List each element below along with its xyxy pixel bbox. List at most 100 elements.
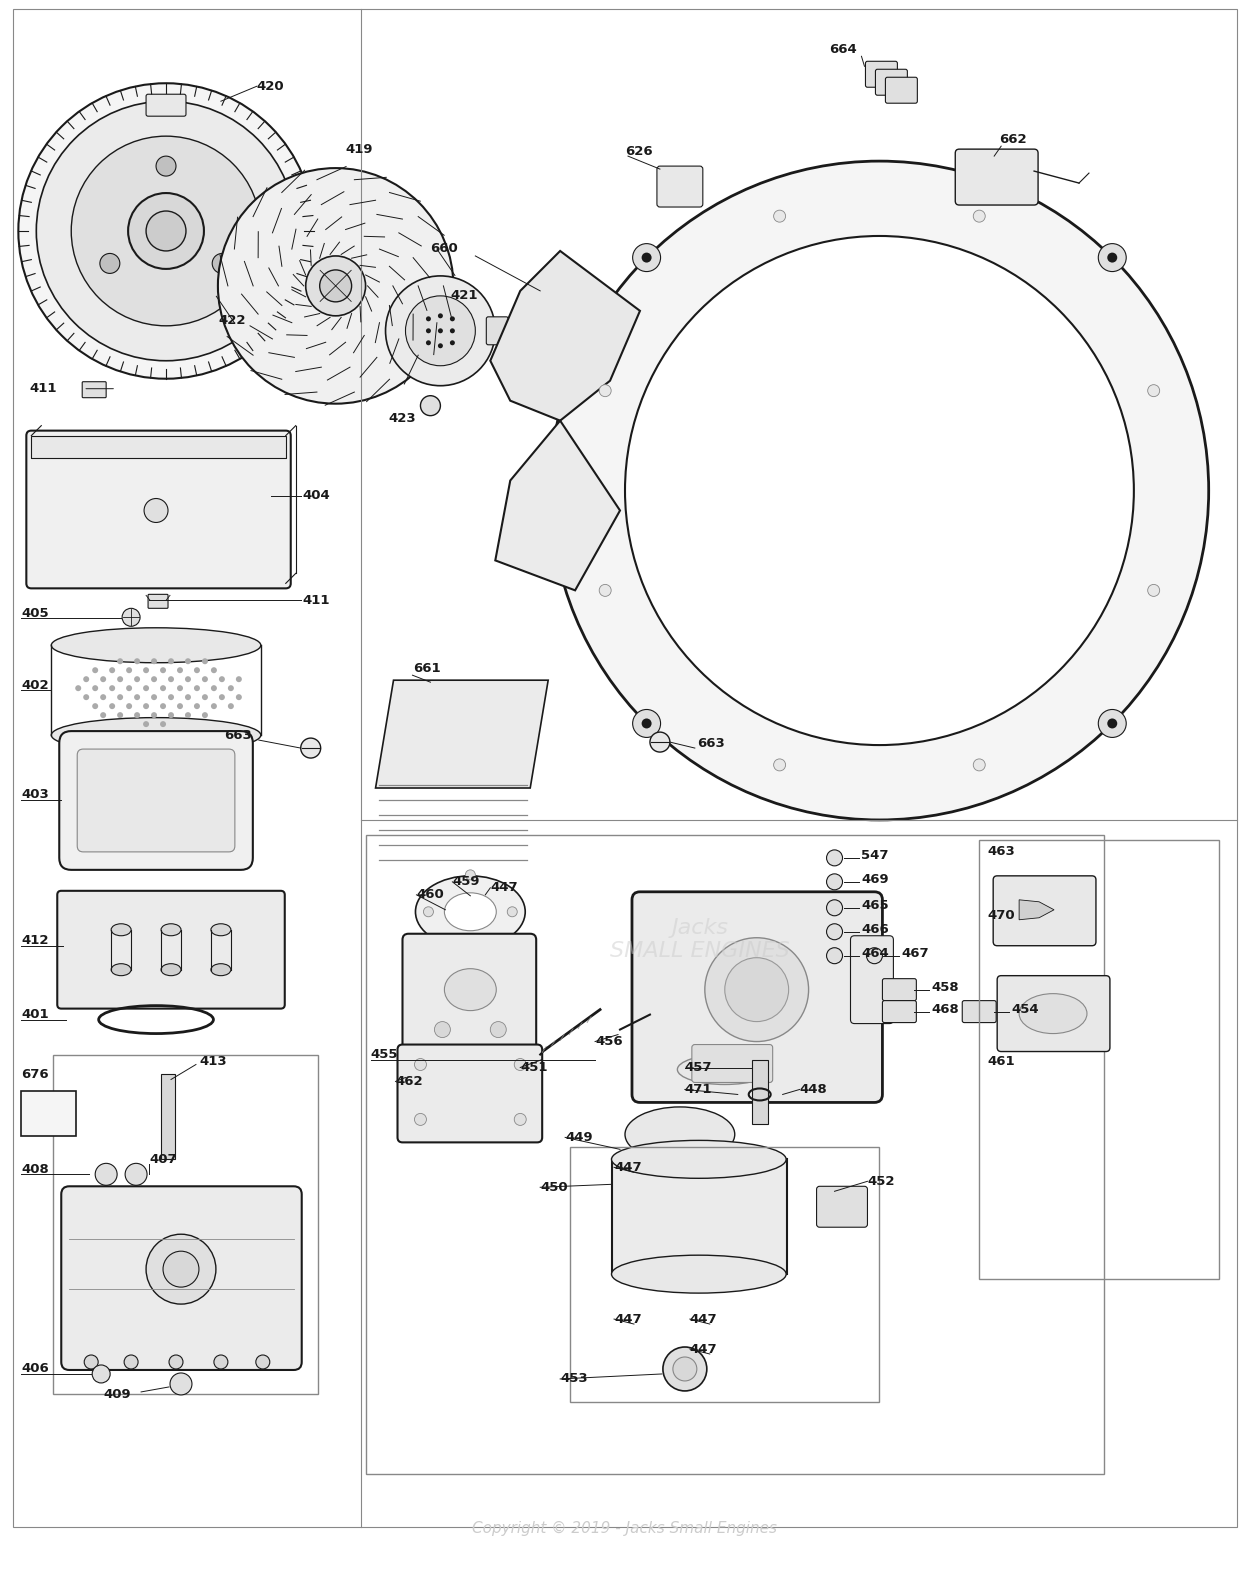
- FancyBboxPatch shape: [882, 1000, 916, 1022]
- Circle shape: [219, 695, 225, 701]
- Circle shape: [599, 584, 611, 597]
- Circle shape: [826, 874, 842, 890]
- Circle shape: [1148, 384, 1160, 397]
- Circle shape: [151, 695, 158, 701]
- Circle shape: [194, 668, 200, 673]
- Circle shape: [122, 608, 140, 627]
- FancyBboxPatch shape: [850, 936, 894, 1024]
- Circle shape: [599, 384, 611, 397]
- Text: 402: 402: [21, 679, 49, 691]
- Circle shape: [450, 340, 455, 345]
- Circle shape: [228, 685, 234, 691]
- Bar: [54, 1055, 318, 1394]
- Circle shape: [320, 269, 351, 302]
- Text: Copyright © 2019 - Jacks Small Engines: Copyright © 2019 - Jacks Small Engines: [472, 1521, 778, 1536]
- FancyBboxPatch shape: [26, 430, 291, 589]
- Circle shape: [866, 948, 882, 964]
- Circle shape: [92, 668, 99, 673]
- FancyBboxPatch shape: [632, 891, 882, 1102]
- Bar: [161, 1074, 175, 1159]
- Circle shape: [185, 676, 191, 682]
- Circle shape: [124, 1354, 138, 1369]
- Circle shape: [236, 695, 241, 701]
- Circle shape: [202, 658, 208, 665]
- Text: 458: 458: [931, 981, 959, 994]
- Text: 401: 401: [21, 1008, 49, 1021]
- Text: 461: 461: [988, 1055, 1015, 1068]
- Polygon shape: [490, 250, 640, 421]
- Circle shape: [160, 668, 166, 673]
- Text: 421: 421: [450, 290, 478, 302]
- Circle shape: [211, 685, 217, 691]
- Circle shape: [100, 254, 120, 274]
- Circle shape: [118, 658, 122, 665]
- Text: 448: 448: [800, 1084, 828, 1096]
- Circle shape: [301, 739, 321, 758]
- Circle shape: [71, 135, 261, 326]
- Circle shape: [641, 718, 651, 729]
- Circle shape: [405, 296, 475, 365]
- Circle shape: [662, 1347, 706, 1391]
- Circle shape: [211, 668, 217, 673]
- Circle shape: [177, 702, 182, 709]
- Circle shape: [438, 343, 442, 348]
- Circle shape: [625, 236, 1134, 745]
- Text: 447: 447: [690, 1342, 718, 1356]
- Text: 676: 676: [21, 1068, 49, 1080]
- Text: 457: 457: [685, 1062, 712, 1074]
- Text: 468: 468: [931, 1003, 959, 1016]
- Circle shape: [84, 1354, 99, 1369]
- Circle shape: [151, 712, 158, 718]
- Circle shape: [142, 721, 149, 728]
- Circle shape: [168, 676, 174, 682]
- Circle shape: [1108, 718, 1118, 729]
- Circle shape: [168, 658, 174, 665]
- Circle shape: [1099, 244, 1126, 271]
- Ellipse shape: [445, 969, 496, 1011]
- FancyBboxPatch shape: [146, 94, 186, 117]
- Text: 412: 412: [21, 934, 49, 947]
- FancyBboxPatch shape: [885, 77, 918, 104]
- Text: 454: 454: [1011, 1003, 1039, 1016]
- Circle shape: [134, 676, 140, 682]
- Circle shape: [774, 209, 785, 222]
- Text: 662: 662: [999, 132, 1026, 145]
- Circle shape: [118, 676, 122, 682]
- FancyBboxPatch shape: [59, 731, 253, 869]
- Circle shape: [19, 83, 314, 378]
- Ellipse shape: [678, 1055, 772, 1085]
- FancyBboxPatch shape: [486, 317, 509, 345]
- Circle shape: [109, 702, 115, 709]
- FancyBboxPatch shape: [398, 1044, 542, 1142]
- Text: 465: 465: [861, 899, 889, 912]
- Circle shape: [385, 276, 495, 386]
- Ellipse shape: [111, 964, 131, 975]
- Circle shape: [826, 899, 842, 915]
- Circle shape: [705, 937, 809, 1041]
- Text: 459: 459: [452, 876, 480, 888]
- FancyBboxPatch shape: [865, 61, 897, 87]
- Ellipse shape: [211, 925, 231, 936]
- Text: 447: 447: [490, 882, 518, 895]
- Circle shape: [126, 668, 132, 673]
- Circle shape: [213, 254, 232, 274]
- Text: 405: 405: [21, 606, 49, 621]
- Circle shape: [144, 499, 168, 523]
- Circle shape: [490, 1022, 506, 1038]
- Text: 423: 423: [389, 413, 416, 425]
- FancyBboxPatch shape: [816, 1186, 867, 1227]
- Circle shape: [146, 1235, 216, 1304]
- Circle shape: [84, 695, 89, 701]
- Circle shape: [211, 702, 217, 709]
- Text: 469: 469: [861, 873, 889, 887]
- Ellipse shape: [111, 925, 131, 936]
- Text: 462: 462: [395, 1076, 424, 1088]
- Text: 466: 466: [861, 923, 889, 936]
- Circle shape: [426, 328, 431, 334]
- Circle shape: [632, 244, 660, 271]
- Circle shape: [217, 169, 454, 403]
- Text: 447: 447: [614, 1161, 641, 1173]
- Circle shape: [118, 712, 122, 718]
- Text: 661: 661: [414, 662, 441, 674]
- Circle shape: [151, 676, 158, 682]
